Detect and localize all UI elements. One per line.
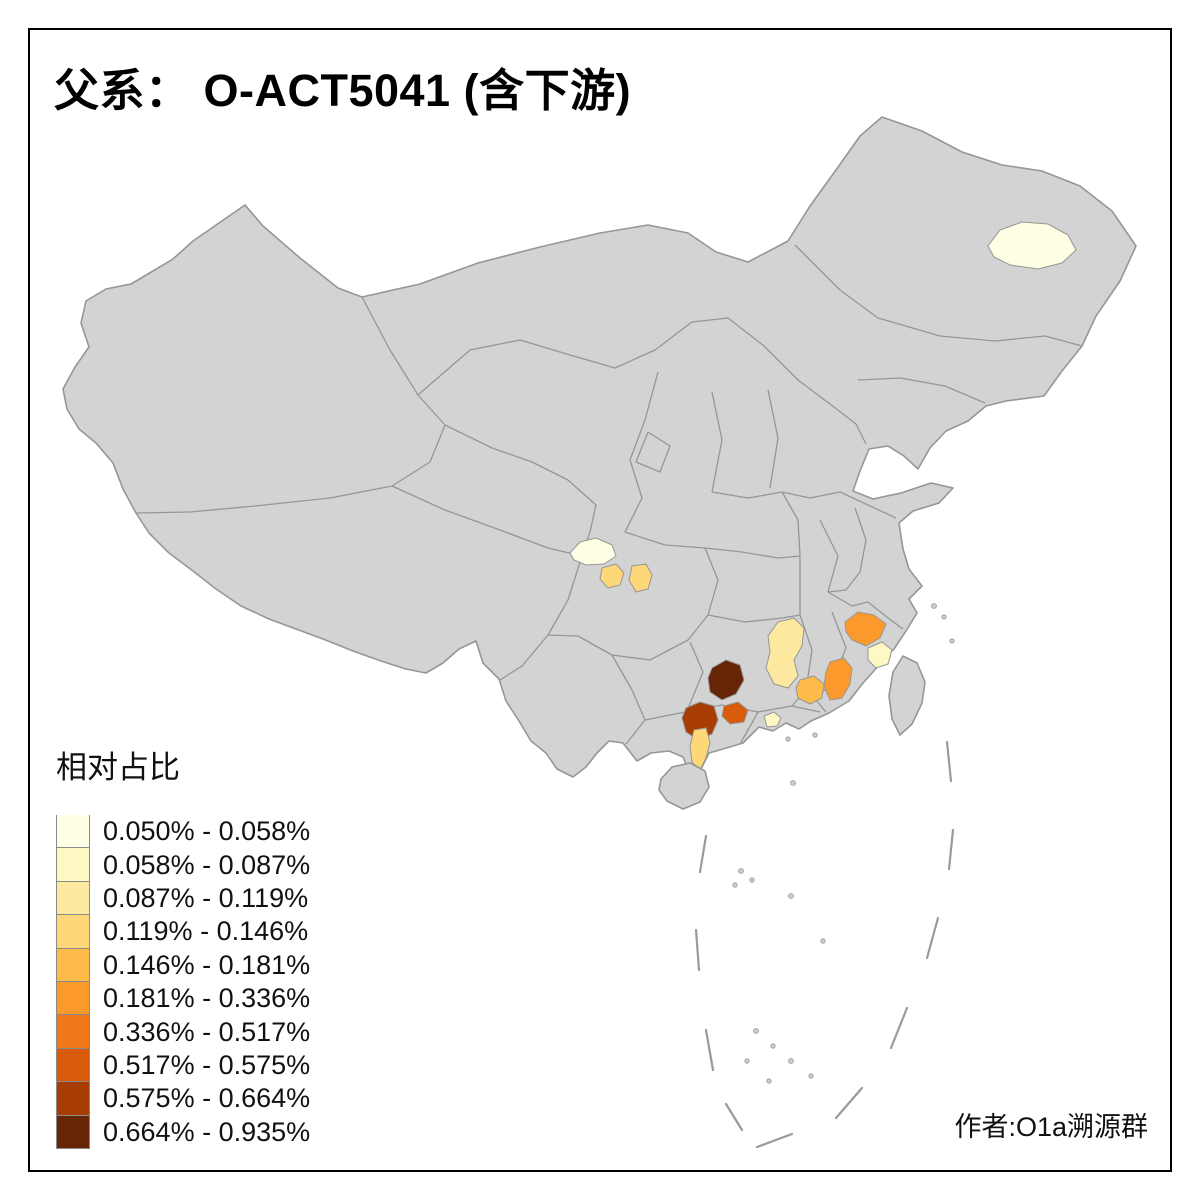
region-sichuan-central-patch: [599, 563, 625, 589]
region-fujian-south-patch: [823, 657, 853, 701]
legend-swatch: [56, 948, 90, 982]
legend-label: 0.087% - 0.119%: [103, 882, 309, 913]
region-fujian-coast-pale-patch: [867, 641, 893, 669]
legend-row: 0.058% - 0.087%: [56, 848, 311, 882]
region-sichuan-east-patch: [628, 563, 653, 593]
china-mainland: [62, 116, 1137, 784]
legend-label: 0.181% - 0.336%: [103, 983, 311, 1014]
legend-label: 0.119% - 0.146%: [103, 916, 309, 947]
hainan-island: [658, 762, 710, 810]
legend-title: 相对占比: [56, 750, 180, 785]
legend-swatch: [56, 1115, 90, 1149]
legend-row: 0.575% - 0.664%: [56, 1082, 311, 1116]
legend-label: 0.664% - 0.935%: [103, 1116, 311, 1147]
legend-label: 0.058% - 0.087%: [103, 849, 311, 880]
legend-row: 0.517% - 0.575%: [56, 1048, 311, 1083]
author-credit: 作者:O1a溯源群: [954, 1112, 1148, 1142]
legend-swatch: [56, 848, 90, 882]
legend: 相对占比 0.050% - 0.058% 0.058% - 0.087% 0.0…: [56, 742, 310, 1149]
legend-label: 0.575% - 0.664%: [103, 1083, 311, 1114]
legend-row: 0.146% - 0.181%: [56, 948, 311, 982]
legend-row: 0.664% - 0.935%: [56, 1115, 311, 1149]
region-guangxi-south-patch: [681, 701, 719, 741]
legend-row: 0.050% - 0.058%: [56, 815, 311, 849]
region-guangxi-coast-patch: [689, 727, 711, 771]
region-heilongjiang-patch: [987, 221, 1077, 270]
legend-label: 0.050% - 0.058%: [103, 816, 311, 847]
legend-label: 0.517% - 0.575%: [103, 1049, 311, 1080]
region-guangxi-east-patch: [721, 701, 749, 725]
legend-swatch: [56, 1048, 90, 1083]
taiwan-island: [888, 655, 926, 736]
region-guangdong-pale-patch: [763, 711, 782, 728]
legend-row: 0.336% - 0.517%: [56, 1015, 311, 1049]
legend-swatch: [56, 1082, 90, 1116]
region-hunan-jiangxi-patch: [765, 617, 805, 689]
legend-swatch: [56, 815, 90, 849]
legend-swatch: [56, 981, 90, 1016]
legend-row: 0.119% - 0.146%: [56, 915, 310, 949]
legend-swatch: [56, 915, 90, 949]
legend-label: 0.146% - 0.181%: [103, 949, 311, 980]
plot-title: 父系： O-ACT5041 (含下游): [54, 65, 632, 116]
legend-row: 0.181% - 0.336%: [56, 981, 311, 1016]
region-guangdong-east-patch: [795, 675, 825, 705]
nine-dash-line: [694, 740, 955, 1149]
legend-swatch: [56, 881, 90, 916]
region-fujian-north-coast-patch: [844, 611, 887, 647]
legend-label: 0.336% - 0.517%: [103, 1016, 311, 1047]
region-sichuan-west-patch: [569, 537, 617, 566]
region-guangxi-north-patch: [707, 659, 745, 701]
legend-swatch: [56, 1015, 90, 1049]
south-china-sea-islands: [732, 603, 955, 1084]
legend-row: 0.087% - 0.119%: [56, 881, 310, 916]
